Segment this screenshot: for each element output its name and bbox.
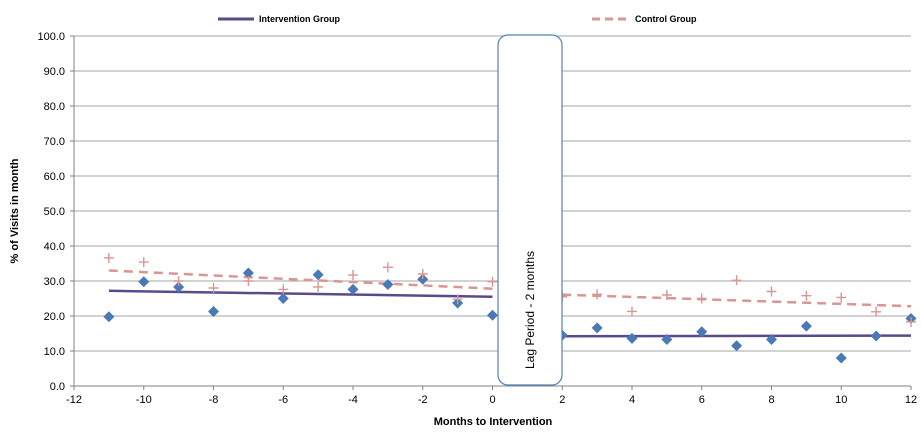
x-tick-label: 12	[905, 394, 917, 406]
trend-layer	[108, 269, 912, 338]
x-axis-title: Months to Intervention	[434, 416, 553, 428]
y-tick-label: 50.0	[44, 206, 65, 218]
y-tick-label: 80.0	[44, 101, 65, 113]
y-tick-label: 60.0	[44, 171, 65, 183]
data-point-intervention	[766, 333, 777, 345]
data-point-intervention	[208, 305, 219, 317]
point-layer	[103, 252, 917, 364]
legend-label-control: Control Group	[635, 14, 697, 24]
data-point-control	[836, 292, 847, 303]
data-point-intervention	[800, 320, 812, 332]
data-point-intervention	[696, 326, 708, 338]
data-point-control	[138, 257, 149, 268]
trendline-intervention	[108, 289, 493, 298]
legend-label-intervention: Intervention Group	[259, 14, 341, 24]
data-point-control	[417, 269, 428, 279]
data-point-control	[103, 252, 114, 263]
x-tick-label: 6	[699, 394, 705, 406]
trendline-control	[108, 269, 493, 290]
x-tick-label: -2	[418, 394, 428, 406]
data-point-control	[313, 281, 324, 292]
axis-layer: 0.0 10.0 20.0 30.0 40.0 50.0 60.0 70.0 80.0 90.0 1…	[37, 31, 917, 406]
x-tick-label: -6	[278, 394, 288, 406]
x-tick-label: 10	[835, 394, 847, 406]
data-point-control	[801, 290, 812, 301]
trendline-intervention	[562, 334, 912, 338]
x-tick-label: 8	[768, 394, 774, 406]
data-point-control	[627, 306, 637, 317]
data-point-control	[766, 286, 777, 297]
data-point-intervention	[870, 330, 882, 342]
y-tick-label: 30.0	[44, 276, 65, 288]
lag-period-box	[497, 34, 563, 386]
y-tick-label: 70.0	[44, 136, 65, 148]
data-point-intervention	[417, 273, 429, 285]
x-tick-label: 0	[489, 394, 495, 406]
data-point-intervention	[487, 309, 498, 321]
x-tick-label: 2	[559, 394, 565, 406]
grid-layer	[74, 35, 911, 352]
data-point-control	[661, 290, 672, 300]
y-tick-label: 90.0	[44, 66, 65, 78]
data-point-intervention	[312, 269, 324, 281]
y-tick-label: 40.0	[44, 241, 65, 253]
data-point-intervention	[835, 352, 847, 364]
data-point-intervention	[731, 340, 743, 352]
y-axis-title: % of Visits in month	[9, 158, 21, 263]
data-point-control	[208, 283, 219, 293]
data-point-intervention	[173, 281, 185, 293]
data-point-intervention	[591, 322, 603, 334]
data-point-intervention	[626, 332, 638, 344]
lag-period-label: Lag Period - 2 months	[523, 251, 537, 369]
data-point-intervention	[242, 267, 254, 279]
legend: Intervention Group Control Group	[218, 14, 697, 24]
data-point-control	[871, 306, 882, 317]
lag-layer: Lag Period - 2 months	[497, 34, 563, 386]
data-point-control	[487, 276, 498, 287]
data-point-intervention	[347, 283, 359, 295]
data-point-control	[173, 276, 184, 286]
data-point-control	[348, 270, 358, 281]
x-tick-label: -10	[136, 394, 152, 406]
x-tick-label: -4	[348, 394, 358, 406]
data-point-control	[696, 293, 707, 304]
data-point-intervention	[103, 311, 115, 323]
data-point-control	[382, 262, 393, 273]
data-point-control	[906, 316, 916, 327]
data-point-control	[731, 275, 742, 286]
data-point-intervention	[661, 333, 673, 345]
data-point-intervention	[138, 276, 150, 288]
data-point-control	[592, 289, 603, 300]
x-tick-label: -8	[209, 394, 219, 406]
y-tick-label: 0.0	[50, 381, 65, 393]
x-tick-label: -12	[66, 394, 82, 406]
y-tick-label: 100.0	[37, 31, 65, 43]
data-point-control	[278, 284, 289, 295]
y-tick-label: 10.0	[44, 346, 65, 358]
data-point-intervention	[382, 279, 394, 290]
data-point-control	[452, 294, 463, 305]
x-tick-label: 4	[629, 394, 635, 406]
y-tick-label: 20.0	[44, 311, 65, 323]
data-point-control	[243, 276, 254, 286]
trendline-control	[562, 293, 912, 308]
data-point-intervention	[277, 293, 289, 304]
